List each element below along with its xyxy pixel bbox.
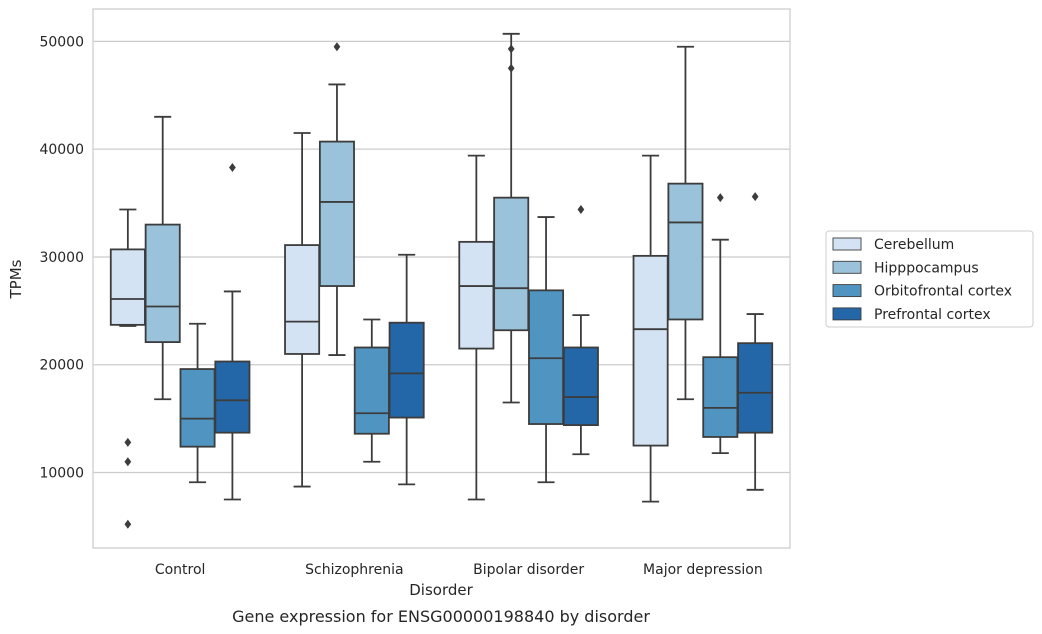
box-hipppocampus [667,45,704,401]
box-orbitofrontal-cortex [353,318,390,463]
box-cerebellum [458,154,495,501]
outlier-point [507,63,515,73]
y-tick-label: 10000 [39,466,84,482]
box-iqr [632,254,669,447]
box-iqr [353,346,390,435]
legend-swatch [832,307,862,321]
y-tick-label: 30000 [39,250,84,266]
box-iqr [562,346,599,427]
box-iqr [493,196,530,332]
box-iqr [109,248,146,326]
outlier-point [577,205,585,215]
box-iqr [284,244,321,355]
legend-swatch [832,284,862,298]
box-cerebellum [284,132,321,488]
box-iqr [144,223,181,344]
y-tick-label: 50000 [39,34,84,50]
x-tick-label: Schizophrenia [305,562,403,578]
box-orbitofrontal-cortex [179,322,216,484]
box-iqr [667,182,704,321]
gridlines [93,40,790,474]
box-iqr [702,356,739,438]
box-hipppocampus [318,42,355,356]
box-iqr [528,289,565,425]
x-axis-label: Disorder [409,581,473,599]
x-tick-label: Control [155,562,206,578]
box-orbitofrontal-cortex [528,216,565,484]
legend-swatch [832,237,862,251]
box-iqr [179,368,216,448]
legend-label: Prefrontal cortex [874,307,991,323]
outlier-point [124,519,132,529]
legend-frame [825,230,1034,328]
y-axis-label: TPMs [7,259,25,299]
box-iqr [458,240,495,350]
box-prefrontal-cortex [737,192,774,491]
box-iqr [214,360,251,434]
box-iqr [388,321,425,419]
outlier-point [716,193,724,203]
outlier-point [751,192,759,202]
box-iqr [737,342,774,434]
y-tick-label: 40000 [39,142,84,158]
outlier-point [124,457,132,467]
legend-label: Hipppocampus [874,260,979,276]
outlier-point [229,162,236,172]
box-cerebellum [109,208,146,529]
box-cerebellum [632,154,669,503]
legend-label: Cerebellum [874,237,954,253]
box-iqr [318,140,355,287]
x-tick-label: Major depression [643,562,763,578]
outlier-point [124,437,132,447]
box-prefrontal-cortex [388,253,425,486]
box-hipppocampus [493,32,530,404]
box-hipppocampus [144,115,181,401]
x-tick-label: Bipolar disorder [473,562,584,578]
box-series-layer [109,32,774,529]
y-tick-label: 20000 [39,358,84,374]
outlier-point [333,42,341,52]
y-axis-ticks: 10000 20000 30000 40000 50000 [39,34,84,481]
box-prefrontal-cortex [214,162,251,501]
chart-caption: Gene expression for ENSG00000198840 by d… [232,607,650,626]
box-prefrontal-cortex [562,205,599,456]
legend-label: Orbitofrontal cortex [874,284,1012,300]
box-orbitofrontal-cortex [702,193,739,455]
plot-area-frame [92,8,791,549]
legend: Cerebellum Hipppocampus Orbitofrontal cort… [825,230,1034,328]
x-axis-ticks: Control Schizophrenia Bipolar disorder Majo… [155,562,763,578]
legend-swatch [832,260,862,274]
outlier-point [507,44,515,54]
